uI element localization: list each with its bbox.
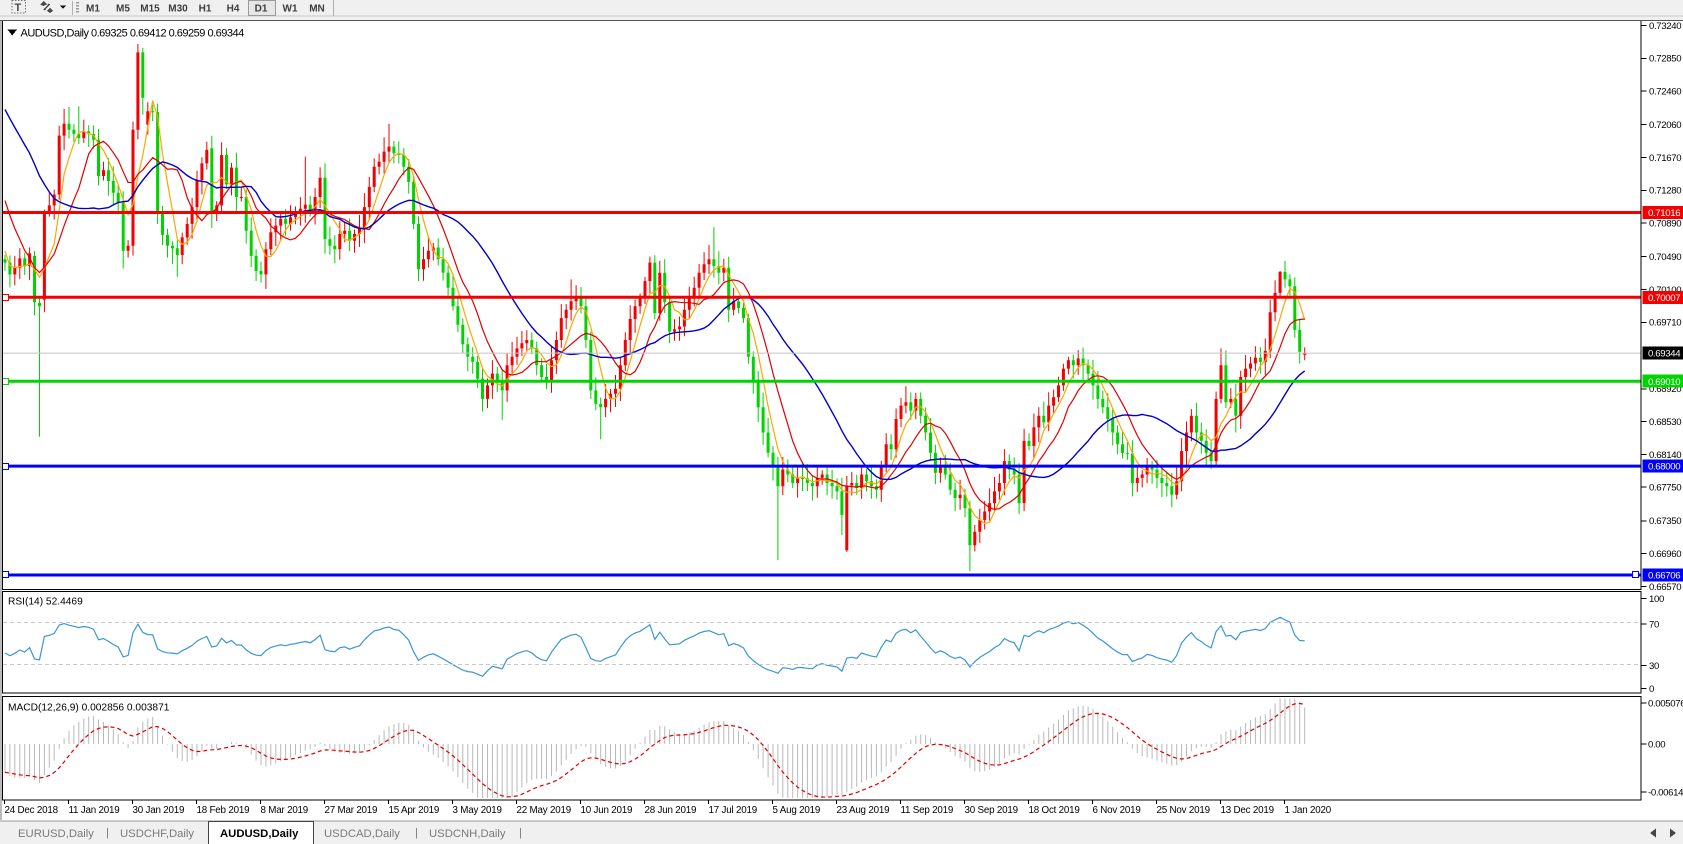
svg-text:0.70007: 0.70007 — [1648, 293, 1680, 304]
svg-text:23 Aug 2019: 23 Aug 2019 — [837, 805, 890, 816]
svg-text:0.68000: 0.68000 — [1648, 462, 1680, 473]
svg-text:3 May 2019: 3 May 2019 — [453, 805, 502, 816]
svg-text:|: | — [415, 827, 418, 839]
svg-text:10 Jun 2019: 10 Jun 2019 — [581, 805, 633, 816]
svg-text:M5: M5 — [116, 4, 130, 15]
svg-text:28 Jun 2019: 28 Jun 2019 — [645, 805, 697, 816]
svg-text:EURUSD,Daily: EURUSD,Daily — [18, 828, 94, 840]
svg-text:15 Apr 2019: 15 Apr 2019 — [389, 805, 440, 816]
svg-text:0.68530: 0.68530 — [1649, 417, 1681, 428]
svg-text:0.72850: 0.72850 — [1649, 54, 1681, 65]
svg-text:0.71670: 0.71670 — [1649, 153, 1681, 164]
svg-text:|: | — [106, 827, 109, 839]
svg-text:MACD(12,26,9) 0.002856 0.00387: MACD(12,26,9) 0.002856 0.003871 — [8, 703, 170, 714]
svg-text:USDCHF,Daily: USDCHF,Daily — [120, 828, 194, 840]
svg-text:0.73240: 0.73240 — [1649, 21, 1681, 32]
svg-text:11 Sep 2019: 11 Sep 2019 — [901, 805, 954, 816]
svg-text:0.00: 0.00 — [1648, 739, 1665, 750]
svg-text:0.68140: 0.68140 — [1649, 450, 1681, 461]
svg-text:27 Mar 2019: 27 Mar 2019 — [325, 805, 378, 816]
svg-text:USDCNH,Daily: USDCNH,Daily — [429, 828, 506, 840]
svg-text:M15: M15 — [140, 4, 160, 15]
svg-text:0.69710: 0.69710 — [1649, 318, 1681, 329]
svg-text:30: 30 — [1649, 661, 1659, 672]
svg-text:24 Dec 2018: 24 Dec 2018 — [5, 805, 59, 816]
svg-text:0.69325 0.69412 0.69259 0.6934: 0.69325 0.69412 0.69259 0.69344 — [91, 28, 244, 40]
svg-text:18 Feb 2019: 18 Feb 2019 — [197, 805, 250, 816]
svg-text:RSI(14) 52.4469: RSI(14) 52.4469 — [8, 597, 83, 608]
svg-text:0.71016: 0.71016 — [1648, 208, 1680, 219]
svg-text:0.69344: 0.69344 — [1648, 349, 1681, 360]
svg-text:0.67350: 0.67350 — [1649, 516, 1681, 527]
svg-text:0.66706: 0.66706 — [1648, 571, 1680, 582]
svg-text:30 Jan 2019: 30 Jan 2019 — [133, 805, 185, 816]
svg-text:H4: H4 — [227, 4, 240, 15]
svg-text:AUDUSD,Daily: AUDUSD,Daily — [21, 28, 90, 40]
svg-text:6 Nov 2019: 6 Nov 2019 — [1093, 805, 1141, 816]
svg-text:30 Sep 2019: 30 Sep 2019 — [965, 805, 1018, 816]
svg-text:0.67750: 0.67750 — [1649, 483, 1681, 494]
svg-text:D1: D1 — [255, 4, 268, 15]
svg-text:H1: H1 — [199, 4, 212, 15]
svg-text:0.72460: 0.72460 — [1649, 86, 1681, 97]
svg-text:13 Dec 2019: 13 Dec 2019 — [1221, 805, 1274, 816]
svg-text:0.005076: 0.005076 — [1648, 699, 1683, 710]
svg-text:0.68920: 0.68920 — [1649, 384, 1681, 395]
svg-text:USDCAD,Daily: USDCAD,Daily — [324, 828, 400, 840]
svg-text:18 Oct 2019: 18 Oct 2019 — [1029, 805, 1080, 816]
svg-text:W1: W1 — [283, 4, 298, 15]
svg-text:0.70100: 0.70100 — [1649, 285, 1681, 296]
svg-text:25 Nov 2019: 25 Nov 2019 — [1157, 805, 1210, 816]
svg-text:AUDUSD,Daily: AUDUSD,Daily — [220, 828, 299, 840]
svg-text:T: T — [15, 2, 22, 14]
svg-text:8 Mar 2019: 8 Mar 2019 — [261, 805, 309, 816]
svg-text:0: 0 — [1649, 684, 1654, 695]
svg-text:MN: MN — [309, 4, 325, 15]
svg-text:17 Jul 2019: 17 Jul 2019 — [709, 805, 757, 816]
svg-text:70: 70 — [1649, 619, 1659, 630]
svg-text:1 Jan 2020: 1 Jan 2020 — [1285, 805, 1332, 816]
svg-text:0.66570: 0.66570 — [1649, 582, 1681, 593]
svg-text:|: | — [519, 827, 522, 839]
svg-text:0.69010: 0.69010 — [1648, 377, 1680, 388]
svg-text:0.70490: 0.70490 — [1649, 252, 1681, 263]
svg-text:5 Aug 2019: 5 Aug 2019 — [773, 805, 821, 816]
svg-text:0.66960: 0.66960 — [1649, 549, 1681, 560]
svg-text:11 Jan 2019: 11 Jan 2019 — [69, 805, 120, 816]
svg-text:0.72060: 0.72060 — [1649, 120, 1681, 131]
svg-text:M1: M1 — [86, 4, 100, 15]
svg-text:0.70890: 0.70890 — [1649, 219, 1681, 230]
svg-text:100: 100 — [1649, 594, 1664, 605]
svg-text:22 May 2019: 22 May 2019 — [517, 805, 571, 816]
svg-text:-0.006148: -0.006148 — [1648, 788, 1683, 799]
svg-text:M30: M30 — [168, 4, 188, 15]
svg-text:0.71280: 0.71280 — [1649, 186, 1681, 197]
